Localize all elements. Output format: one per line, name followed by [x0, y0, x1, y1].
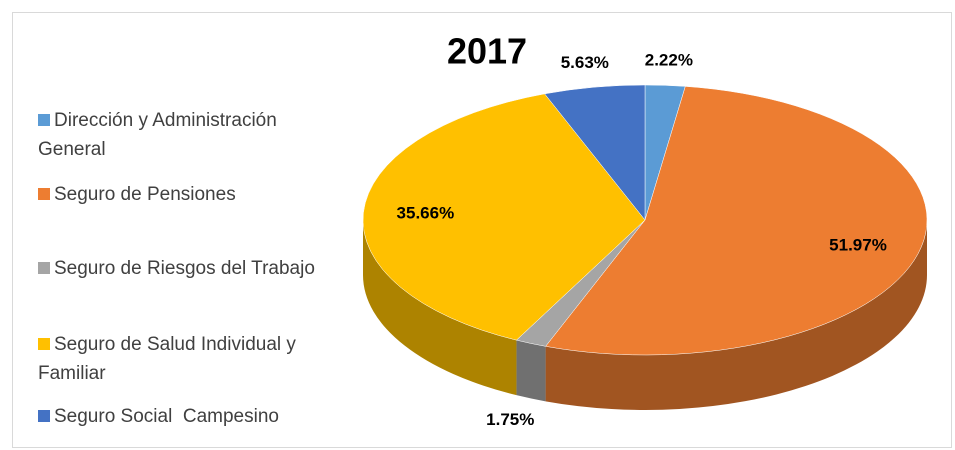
legend-item: Seguro de Salud Individual y Familiar	[38, 330, 338, 388]
data-label: 35.66%	[397, 204, 455, 223]
data-label: 2.22%	[645, 51, 693, 70]
slice	[362, 93, 646, 341]
legend-label: Seguro de Pensiones	[54, 184, 236, 205]
data-label: 51.97%	[829, 236, 887, 255]
data-label: 1.75%	[486, 410, 534, 429]
legend-label: Seguro de Riesgos del Trabajo	[54, 258, 315, 279]
chart-title: 2017	[447, 31, 527, 72]
slice-side	[363, 220, 517, 396]
data-label: 5.63%	[561, 53, 609, 72]
legend-label: Seguro de Salud Individual y Familiar	[38, 334, 302, 384]
legend-swatch	[38, 262, 50, 274]
legend-swatch	[38, 114, 50, 126]
slice	[544, 84, 646, 221]
slice-side	[545, 220, 927, 411]
legend-item: Seguro de Pensiones	[38, 180, 338, 209]
legend-swatch	[38, 410, 50, 422]
chart-frame	[12, 12, 952, 448]
legend-item: Seguro de Riesgos del Trabajo	[38, 254, 338, 283]
legend-item: Dirección y Administración General	[38, 106, 338, 164]
legend-item: Seguro Social Campesino	[38, 402, 338, 431]
slice-side	[516, 340, 546, 402]
legend-label: Seguro Social Campesino	[54, 406, 279, 427]
legend-swatch	[38, 338, 50, 350]
legend-label: Dirección y Administración General	[38, 110, 283, 160]
slice	[545, 86, 928, 356]
legend-swatch	[38, 188, 50, 200]
